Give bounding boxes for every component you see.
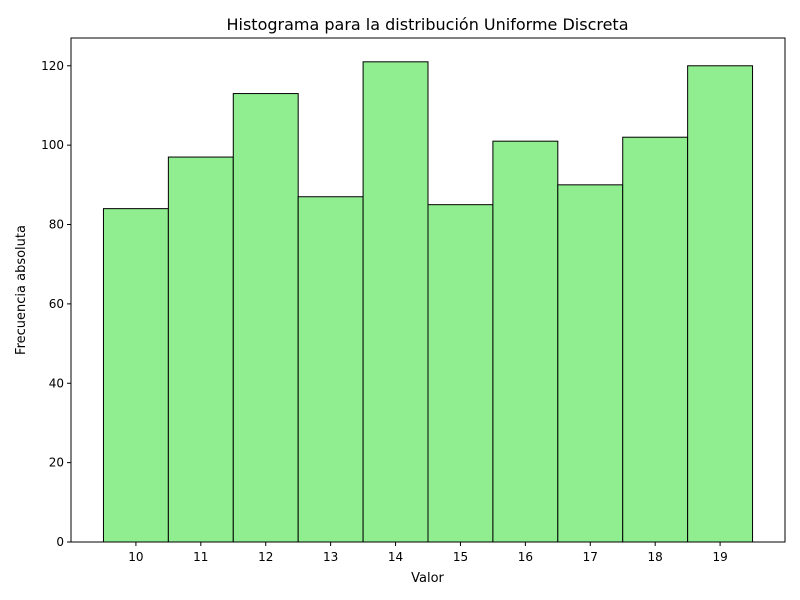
x-axis-label: Valor	[411, 571, 444, 586]
y-tick-label: 120	[41, 59, 64, 73]
y-axis: 0 20 40 60 80 100 120	[41, 59, 71, 549]
bars-group	[102, 61, 754, 543]
y-tick-label: 40	[49, 376, 64, 390]
y-tick-label: 0	[56, 535, 64, 549]
y-tick-label: 100	[41, 138, 64, 152]
x-tick-label: 12	[258, 550, 273, 564]
bar-13	[297, 196, 364, 543]
bar-17	[557, 184, 624, 543]
x-tick-label: 13	[323, 550, 338, 564]
x-tick-label: 19	[712, 550, 727, 564]
x-tick-label: 15	[453, 550, 468, 564]
x-tick-label: 14	[388, 550, 403, 564]
bar-19	[687, 65, 754, 543]
bar-18	[622, 136, 689, 543]
bar-12	[232, 93, 299, 543]
x-axis: 10 11 12 13 14 15 16 17 18 19	[128, 542, 728, 564]
x-tick-label: 11	[193, 550, 208, 564]
chart-title: Histograma para la distribución Uniforme…	[226, 15, 628, 34]
x-tick-label: 16	[518, 550, 533, 564]
bar-11	[167, 156, 234, 543]
bar-14	[362, 61, 429, 543]
y-tick-label: 60	[49, 297, 64, 311]
bar-10	[102, 208, 169, 543]
plot-frame	[70, 37, 786, 543]
x-tick-label: 17	[583, 550, 598, 564]
bar-16	[492, 140, 559, 543]
y-tick-label: 20	[49, 456, 64, 470]
y-tick-label: 80	[49, 218, 64, 232]
x-tick-label: 18	[648, 550, 663, 564]
y-axis-label: Frecuencia absoluta	[14, 225, 29, 355]
x-tick-label: 10	[128, 550, 143, 564]
bar-15	[427, 204, 494, 543]
